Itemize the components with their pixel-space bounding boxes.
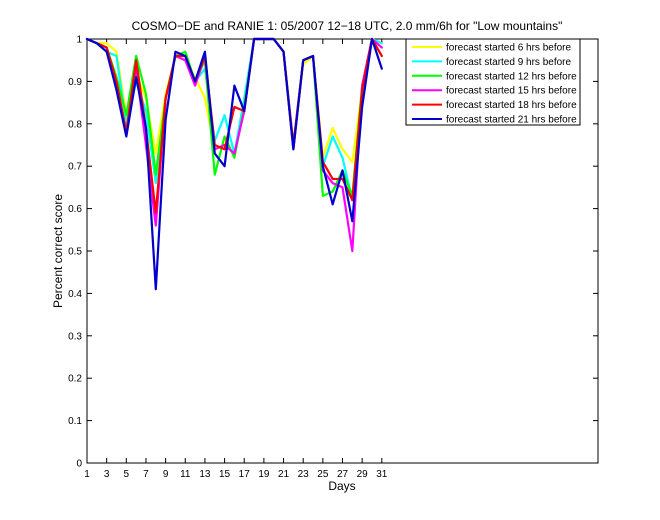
y-tick-label: 1 [76,35,82,46]
x-axis-title: Days [328,479,355,493]
legend-label-2: forecast started 9 hrs before [446,57,572,68]
chart-title: COSMO−DE and RANIE 1: 05/2007 12−18 UTC,… [132,19,563,33]
y-tick-label: 0.9 [68,77,82,88]
x-tick-label: 25 [317,469,329,480]
x-tick-label: 9 [163,469,169,480]
x-tick-label: 17 [239,469,251,480]
x-tick-label: 3 [104,469,110,480]
x-tick-label: 13 [199,469,211,480]
x-tick-label: 19 [258,469,270,480]
x-tick-label: 23 [298,469,310,480]
legend-label-4: forecast started 15 hrs before [446,86,577,97]
y-axis-title: Percent correct score [51,194,65,308]
legend-label-3: forecast started 12 hrs before [446,71,577,82]
y-tick-label: 0.6 [68,204,82,215]
y-tick-label: 0 [76,459,82,470]
x-tick-label: 31 [376,469,388,480]
x-tick-label: 15 [219,469,231,480]
legend-box [405,38,581,126]
y-tick-label: 0.8 [68,119,82,130]
y-tick-label: 0.5 [68,247,82,258]
series-line-6 [85,37,383,291]
x-tick-label: 21 [278,469,290,480]
y-tick-label: 0.4 [68,289,82,300]
legend: forecast started 6 hrs before forecast st… [405,38,581,126]
x-tick-label: 5 [124,469,130,480]
series-line-5 [85,37,383,214]
series-line-3 [85,37,383,197]
y-tick-label: 0.3 [68,331,82,342]
x-tick-label: 29 [357,469,369,480]
ticks-layer: 1 3 5 7 9 11 13 15 17 19 21 23 25 27 29 3100.10.20.30.4… [68,35,598,480]
legend-label-5: forecast started 18 hrs before [446,100,577,111]
legend-label-1: forecast started 6 hrs before [446,43,572,54]
x-tick-label: 11 [180,469,191,480]
series-line-4 [85,37,383,253]
legend-label-6: forecast started 21 hrs before [446,115,577,126]
y-tick-label: 0.7 [68,162,82,173]
x-tick-label: 7 [143,469,149,480]
series-layer [85,37,383,291]
x-tick-label: 27 [337,469,349,480]
y-tick-label: 0.2 [68,374,82,385]
x-tick-label: 1 [84,469,90,480]
y-tick-label: 0.1 [68,416,82,427]
